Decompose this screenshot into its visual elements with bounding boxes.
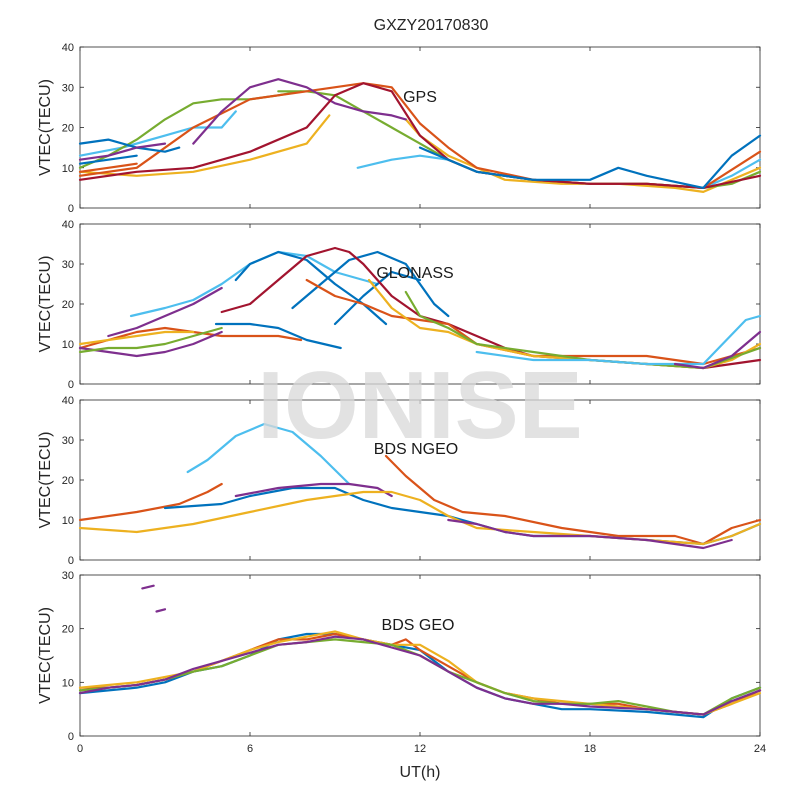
- panel-3: 0 10 20 30 0 6 12 18 24 VTEC(TECU) BDS GEO: [37, 570, 766, 755]
- series-line: [78, 110, 237, 157]
- series-line: [305, 278, 762, 366]
- series-line: [475, 314, 762, 366]
- series-line: [141, 584, 155, 590]
- y-tick-label: 10: [62, 163, 74, 175]
- y-tick-label: 20: [62, 475, 74, 487]
- series-line: [186, 422, 351, 486]
- series-line: [78, 330, 223, 358]
- series-line: [214, 322, 342, 350]
- panel-label: GPS: [403, 89, 437, 106]
- y-tick-label: 10: [62, 677, 74, 689]
- y-axis-label: VTEC(TECU): [37, 256, 54, 353]
- y-tick-label: 30: [62, 435, 74, 447]
- y-tick-label: 0: [68, 379, 74, 391]
- series-line: [155, 608, 167, 613]
- y-axis-label: VTEC(TECU): [37, 79, 54, 176]
- y-tick-label: 40: [62, 219, 74, 231]
- y-tick-label: 30: [62, 570, 74, 582]
- y-axis-label: VTEC(TECU): [37, 432, 54, 529]
- y-tick-label: 30: [62, 259, 74, 271]
- figure-title: GXZY20170830: [374, 17, 489, 34]
- series-line: [78, 162, 138, 173]
- y-tick-label: 20: [62, 299, 74, 311]
- y-tick-label: 20: [62, 123, 74, 135]
- series-line: [78, 490, 762, 546]
- y-tick-label: 0: [68, 203, 74, 215]
- x-tick-label: 24: [754, 743, 766, 755]
- panel-label: BDS GEO: [382, 617, 455, 634]
- panel-label: GLONASS: [376, 265, 453, 282]
- y-tick-label: 0: [68, 555, 74, 567]
- x-tick-label: 0: [77, 743, 83, 755]
- y-tick-label: 40: [62, 42, 74, 54]
- y-tick-label: 20: [62, 624, 74, 636]
- series-line: [447, 518, 733, 550]
- panel-2: 0 10 20 30 40 VTEC(TECU) BDS NGEO: [37, 395, 762, 567]
- y-tick-label: 0: [68, 731, 74, 743]
- x-tick-label: 12: [414, 743, 426, 755]
- series-line: [404, 290, 762, 370]
- y-tick-label: 30: [62, 82, 74, 94]
- series-line: [418, 134, 762, 189]
- y-tick-label: 40: [62, 395, 74, 407]
- series-line: [107, 286, 223, 338]
- series-line: [291, 250, 450, 318]
- series-line: [78, 142, 167, 161]
- y-axis-label: VTEC(TECU): [37, 607, 54, 704]
- series-line: [333, 270, 422, 326]
- series-line: [78, 154, 138, 165]
- panel-label: BDS NGEO: [374, 441, 458, 458]
- panel-1: 0 10 20 30 40 VTEC(TECU) GLONASS: [37, 219, 762, 391]
- series-line: [673, 330, 762, 370]
- x-tick-label: 6: [247, 743, 253, 755]
- panel-0: 0 10 20 30 40 VTEC(TECU) GPS: [37, 42, 762, 215]
- series-line: [234, 482, 393, 498]
- series-line: [78, 114, 331, 177]
- series-line: [404, 118, 762, 193]
- panels: 0 10 20 30 40 VTEC(TECU) GPS 0 10 20 30 40 VTEC(TECU…: [37, 42, 766, 755]
- x-tick-label: 18: [584, 743, 596, 755]
- series-line: [78, 326, 223, 354]
- series-line: [192, 78, 407, 145]
- y-tick-label: 10: [62, 339, 74, 351]
- y-tick-label: 10: [62, 515, 74, 527]
- series-line: [78, 82, 762, 189]
- watermark: IONISE: [257, 352, 582, 459]
- x-axis-label: UT(h): [400, 764, 441, 781]
- series-line: [78, 482, 223, 522]
- series-line: [78, 635, 762, 716]
- series-line: [78, 330, 195, 346]
- series-line: [384, 454, 762, 546]
